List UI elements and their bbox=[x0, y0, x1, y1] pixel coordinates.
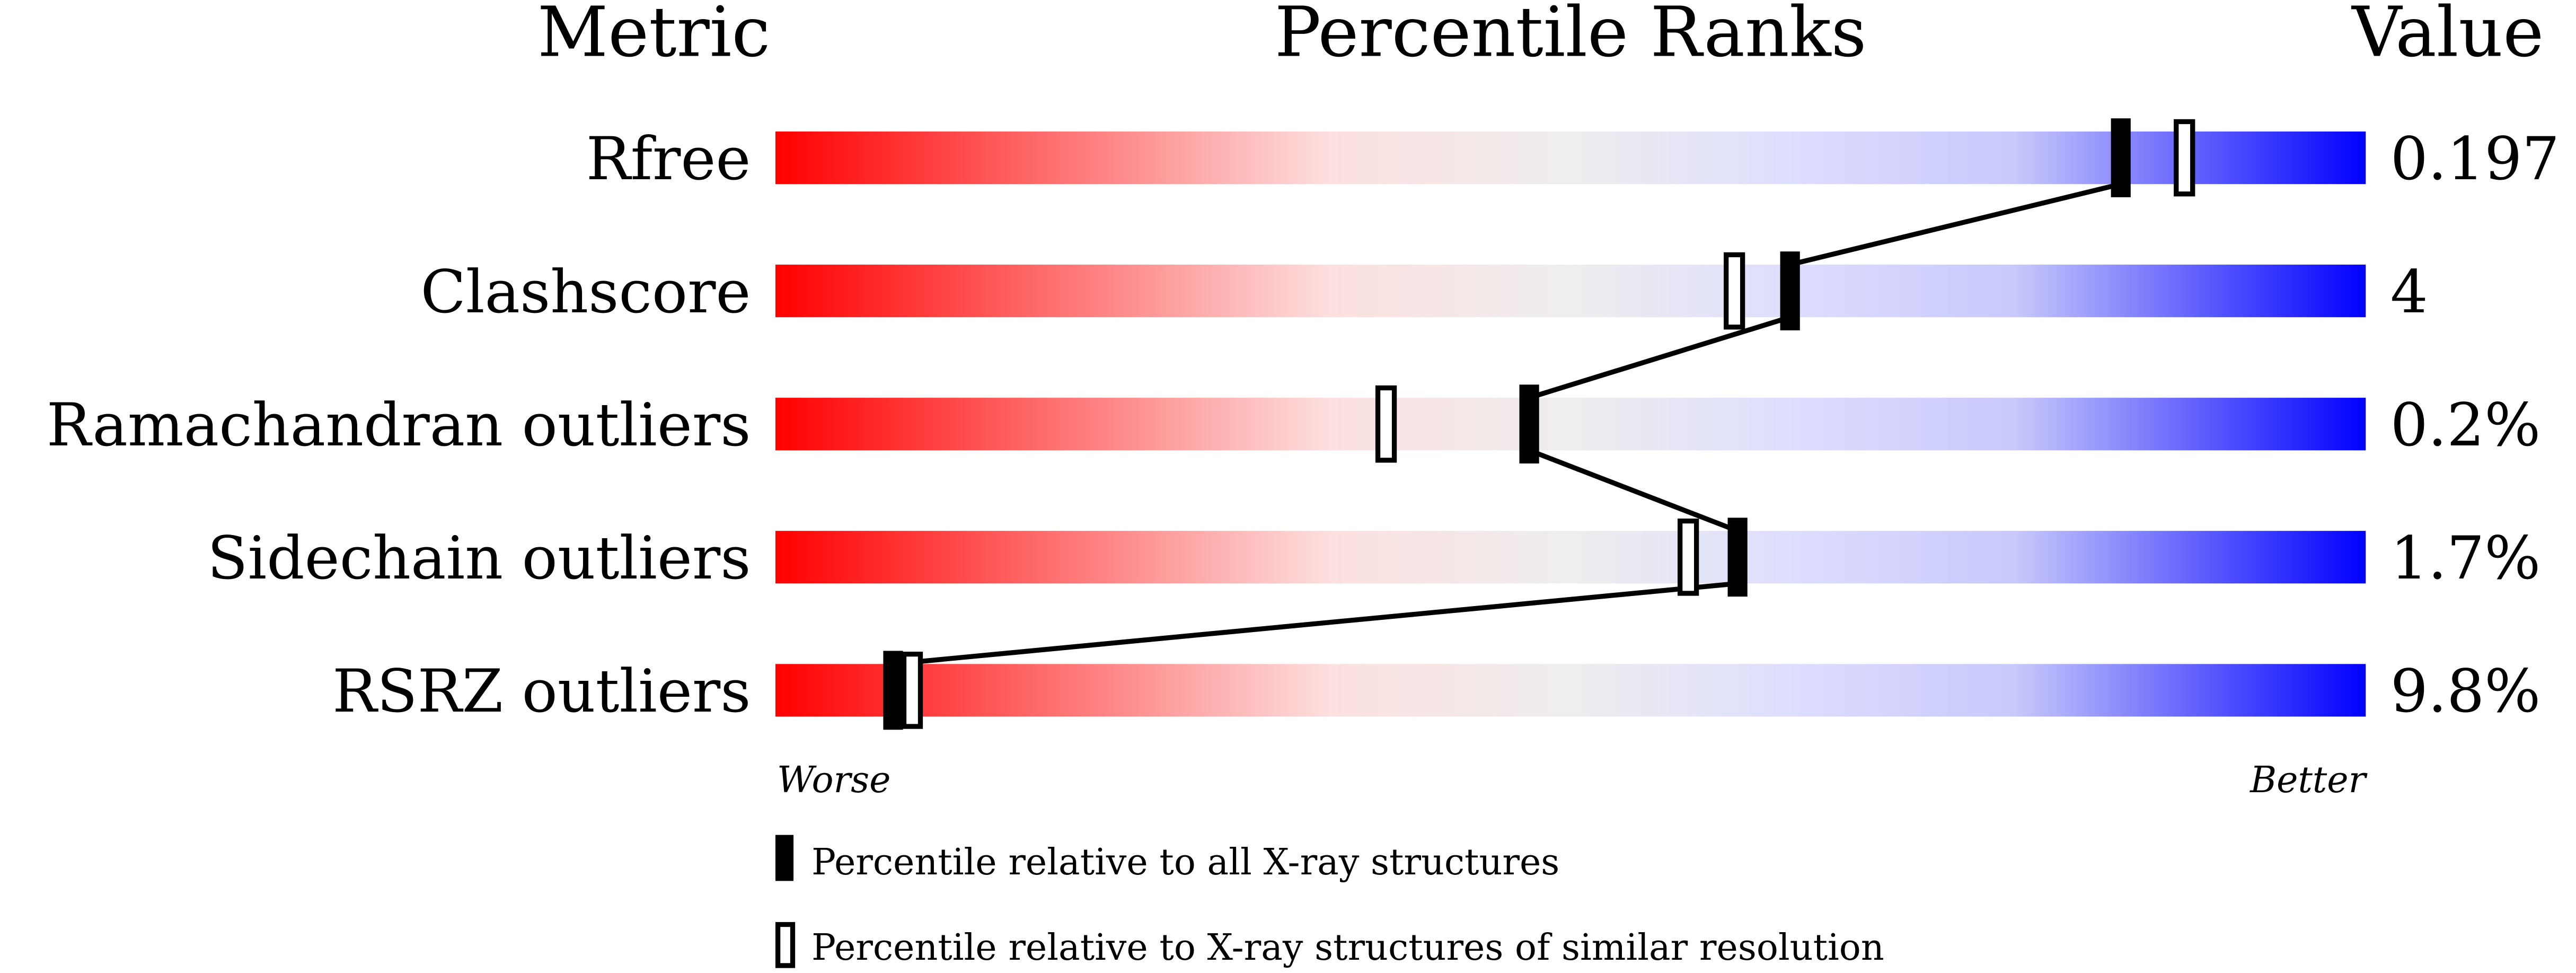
gradient-bar-clashscore bbox=[775, 265, 2366, 318]
metric-label-sidechain-outliers: Sidechain outliers bbox=[207, 524, 751, 593]
metric-label-rfree: Rfree bbox=[586, 125, 751, 194]
header-value: Value bbox=[2351, 0, 2544, 72]
marker-similar-ramachandran-outliers bbox=[1375, 385, 1397, 463]
legend-filled-marker bbox=[775, 835, 794, 881]
marker-all-rsrz-outliers bbox=[883, 651, 903, 730]
metric-value-ramachandran-outliers: 0.2% bbox=[2390, 391, 2540, 460]
metric-value-clashscore: 4 bbox=[2390, 258, 2428, 327]
marker-similar-sidechain-outliers bbox=[1677, 518, 1699, 596]
connector-line bbox=[1528, 314, 1791, 400]
marker-all-rfree bbox=[2111, 118, 2131, 197]
connector-line bbox=[893, 581, 1738, 667]
gradient-bar-sidechain-outliers bbox=[775, 531, 2366, 584]
legend-similar: Percentile relative to X-ray structures … bbox=[811, 927, 1884, 969]
gradient-bar-rfree bbox=[775, 132, 2366, 185]
marker-similar-rfree bbox=[2174, 119, 2195, 197]
legend-open-marker bbox=[775, 922, 796, 968]
connector-line bbox=[1789, 181, 2122, 267]
marker-all-sidechain-outliers bbox=[1727, 518, 1748, 597]
header-metric: Metric bbox=[537, 0, 770, 72]
marker-similar-rsrz-outliers bbox=[901, 651, 923, 729]
header-percentile-ranks: Percentile Ranks bbox=[1275, 0, 1867, 72]
legend-all: Percentile relative to all X-ray structu… bbox=[811, 841, 1559, 883]
marker-all-ramachandran-outliers bbox=[1519, 384, 1539, 464]
metric-label-rsrz-outliers: RSRZ outliers bbox=[332, 657, 751, 726]
connector-line bbox=[1528, 448, 1739, 533]
metric-value-rfree: 0.197 bbox=[2390, 125, 2560, 194]
gradient-bar-ramachandran-outliers bbox=[775, 398, 2366, 451]
marker-all-clashscore bbox=[1780, 251, 1800, 331]
metric-value-rsrz-outliers: 9.8% bbox=[2390, 657, 2540, 726]
worse-label: Worse bbox=[777, 759, 890, 801]
metric-value-sidechain-outliers: 1.7% bbox=[2390, 524, 2540, 593]
marker-similar-clashscore bbox=[1723, 252, 1745, 330]
gradient-bar-rsrz-outliers bbox=[775, 664, 2366, 717]
better-label: Better bbox=[2249, 759, 2368, 801]
metric-label-clashscore: Clashscore bbox=[420, 258, 751, 327]
metric-label-ramachandran-outliers: Ramachandran outliers bbox=[47, 391, 751, 460]
